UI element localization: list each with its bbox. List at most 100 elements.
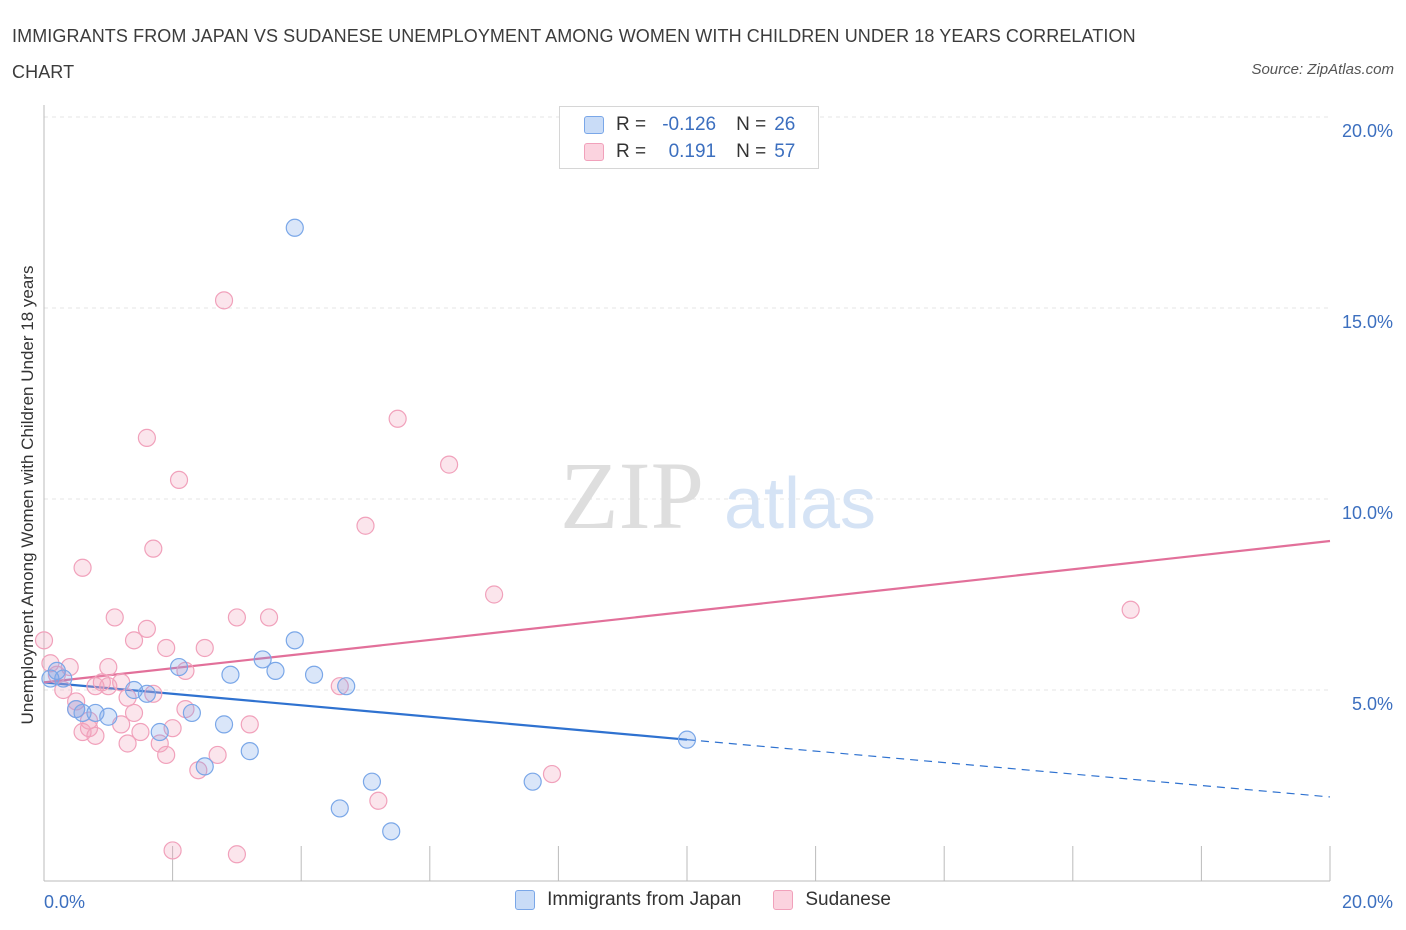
point-sudanese bbox=[227, 845, 246, 864]
point-sudanese bbox=[542, 764, 562, 784]
x-tick-label: 0.0% bbox=[44, 892, 85, 912]
point-japan bbox=[137, 684, 156, 703]
legend-r-label: R = bbox=[616, 114, 647, 135]
point-japan bbox=[41, 669, 60, 688]
legend-swatch-sudanese bbox=[584, 143, 604, 161]
point-sudanese bbox=[214, 291, 234, 310]
point-sudanese bbox=[131, 722, 150, 742]
watermark-atlas: atlas bbox=[724, 464, 876, 544]
point-sudanese bbox=[485, 585, 504, 604]
watermark-zip: ZIP bbox=[560, 442, 704, 549]
point-japan bbox=[73, 703, 92, 723]
point-sudanese bbox=[86, 726, 105, 745]
point-sudanese bbox=[356, 516, 375, 535]
source-label: Source: ZipAtlas.com bbox=[1251, 61, 1394, 78]
y-tick-label: 15.0% bbox=[1342, 312, 1393, 332]
legend-item-sudanese: Sudanese bbox=[773, 889, 891, 911]
legend-r-value: -0.126 bbox=[662, 114, 717, 135]
point-sudanese bbox=[41, 654, 60, 673]
legend-n-value: 26 bbox=[774, 114, 796, 135]
point-japan bbox=[47, 661, 66, 681]
legend-label-japan: Immigrants from Japan bbox=[547, 889, 742, 910]
point-sudanese bbox=[163, 841, 182, 860]
legend-n-label: N = bbox=[736, 141, 767, 162]
point-japan bbox=[330, 799, 349, 818]
point-japan bbox=[169, 657, 189, 677]
point-sudanese bbox=[137, 428, 156, 447]
legend-r-label: R = bbox=[616, 141, 647, 162]
point-japan bbox=[362, 772, 382, 791]
trend-line-japan bbox=[43, 681, 688, 741]
point-sudanese bbox=[105, 608, 124, 627]
legend-n-label: N = bbox=[736, 114, 767, 135]
tick-labels: 5.0% 10.0% 15.0% 20.0% 0.0% 20.0% bbox=[44, 121, 1393, 912]
legend-row-sudanese: R = 0.191 N = 57 bbox=[584, 139, 795, 165]
point-sudanese bbox=[118, 734, 137, 753]
point-sudanese bbox=[157, 638, 176, 658]
point-sudanese bbox=[124, 703, 144, 723]
legend-n-value: 57 bbox=[774, 141, 796, 162]
y-tick-label: 5.0% bbox=[1352, 694, 1393, 714]
trend-line-sudanese bbox=[43, 539, 1331, 684]
y-tick-label: 20.0% bbox=[1342, 121, 1393, 141]
point-sudanese bbox=[330, 677, 349, 696]
point-sudanese bbox=[73, 558, 92, 577]
legend-row-japan: R = -0.126 N = 26 bbox=[584, 112, 795, 138]
point-japan bbox=[54, 669, 73, 688]
point-japan bbox=[304, 665, 324, 684]
point-japan bbox=[382, 822, 401, 841]
point-sudanese bbox=[157, 745, 176, 765]
point-japan bbox=[253, 650, 272, 669]
point-japan bbox=[99, 707, 118, 726]
point-japan bbox=[266, 661, 285, 681]
point-sudanese bbox=[137, 619, 156, 638]
point-sudanese bbox=[67, 692, 86, 711]
trend-lines bbox=[43, 539, 1331, 798]
point-sudanese bbox=[195, 638, 214, 658]
point-sudanese bbox=[369, 791, 388, 810]
point-sudanese bbox=[144, 539, 163, 558]
point-japan bbox=[195, 757, 214, 776]
point-sudanese bbox=[34, 631, 54, 650]
point-japan bbox=[221, 665, 240, 684]
point-japan bbox=[285, 631, 304, 650]
point-sudanese bbox=[169, 470, 189, 489]
point-sudanese bbox=[79, 719, 99, 738]
point-japan bbox=[182, 703, 201, 723]
y-tick-label: 10.0% bbox=[1342, 503, 1393, 523]
chart-title: IMMIGRANTS FROM JAPAN VS SUDANESE UNEMPL… bbox=[12, 26, 1136, 82]
correlation-legend: R = -0.126 N = 26 R = 0.191 N = 57 bbox=[559, 106, 819, 169]
series-legend: Immigrants from Japan Sudanese bbox=[0, 889, 1406, 911]
point-sudanese bbox=[1121, 600, 1140, 619]
point-japan bbox=[150, 722, 169, 742]
point-japan bbox=[523, 772, 542, 791]
trend-line-japan-extension bbox=[686, 739, 1331, 798]
point-japan bbox=[214, 715, 234, 734]
watermark: ZIP atlas bbox=[560, 442, 876, 549]
point-japan bbox=[337, 677, 356, 696]
data-points bbox=[34, 218, 1140, 864]
point-sudanese bbox=[439, 455, 459, 474]
point-sudanese bbox=[240, 715, 259, 734]
legend-swatch-sudanese bbox=[773, 890, 794, 910]
point-japan bbox=[240, 742, 259, 761]
point-japan bbox=[285, 218, 304, 237]
point-sudanese bbox=[118, 688, 137, 707]
legend-swatch-japan bbox=[515, 890, 536, 910]
point-sudanese bbox=[124, 631, 144, 650]
point-sudanese bbox=[227, 608, 246, 627]
x-tick-label: 20.0% bbox=[1342, 892, 1393, 912]
point-sudanese bbox=[99, 657, 118, 677]
axes bbox=[43, 105, 1331, 882]
point-sudanese bbox=[388, 409, 407, 428]
legend-r-value: 0.191 bbox=[668, 141, 717, 162]
point-japan bbox=[677, 730, 697, 749]
legend-label-sudanese: Sudanese bbox=[805, 889, 891, 910]
point-sudanese bbox=[144, 684, 163, 703]
point-sudanese bbox=[259, 608, 279, 627]
point-sudanese bbox=[79, 711, 99, 730]
legend-swatch-japan bbox=[584, 116, 604, 134]
point-sudanese bbox=[208, 745, 227, 765]
legend-item-japan: Immigrants from Japan bbox=[515, 889, 741, 911]
